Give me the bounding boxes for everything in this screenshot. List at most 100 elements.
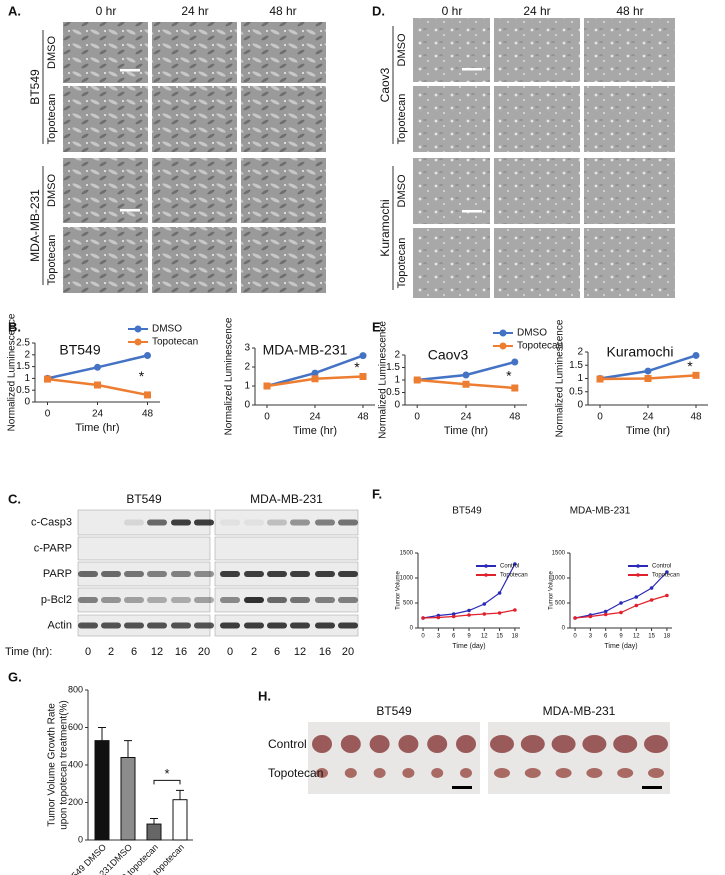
bar [120,757,136,841]
bar [172,799,188,841]
blot-band [315,519,335,526]
tumor-photo [308,722,480,794]
time-tick: 12 [294,646,306,658]
marker [634,603,639,608]
y-tick-label: 0 [244,400,250,411]
marker [649,598,654,602]
marker [462,371,470,379]
micrograph [152,22,237,83]
blot-band [267,622,287,629]
row-label: Topotecan [46,235,58,286]
y-axis-label: Normalized Luminescence [555,319,566,437]
blot-band [194,597,214,603]
marker [497,611,502,615]
marker [588,614,593,619]
y-tick-label: 2 [24,349,30,360]
annotation: * [164,766,169,781]
legend-label: Control [500,564,519,570]
row-label: Control [268,737,307,751]
micrograph [584,158,675,224]
tumor [344,768,357,778]
x-tick-label: 0 [421,634,425,640]
blot-band [290,622,310,629]
tumor [402,768,415,778]
panel-letter: D. [372,3,385,18]
scale-bar [462,210,482,213]
error-bar [150,817,158,825]
blot-band [290,571,310,577]
time-tick: 0 [227,646,233,658]
y-tick-label: 1.5 [386,362,400,373]
blot-band [124,571,144,577]
x-tick-label: 9 [619,634,623,640]
time-tick: 6 [274,646,280,658]
x-tick-label: 0 [264,412,270,423]
column-label: 24 hr [523,4,550,18]
tumor [520,735,545,753]
legend-label: Topotecan [500,573,528,579]
micrograph [63,22,148,83]
tumor [494,768,510,778]
bar [146,823,162,841]
marker [603,612,608,617]
marker [482,602,487,606]
y-axis-label: Normalized Luminescence [7,313,18,431]
panel-letter: B. [8,319,21,334]
legend-swatch [636,564,640,568]
blot-band [338,622,358,629]
marker [511,384,519,392]
x-tick-label: 15 [496,634,503,640]
x-tick-label: 3 [589,634,593,640]
panel-letter: G. [8,669,22,684]
marker [144,391,151,399]
blot-band [124,622,144,629]
y-tick-label: 600 [68,722,83,732]
y-tick-label: 200 [68,797,83,807]
marker [619,601,623,605]
marker [573,616,577,620]
blot-band [147,571,167,577]
x-axis-label: Time (day) [604,643,637,650]
marker [603,609,608,614]
y-tick-label: 800 [68,684,83,694]
marker [263,382,271,390]
time-label: Time (hr): [5,646,52,658]
marker [359,373,367,380]
tumor [551,735,576,753]
blot-band [290,597,310,603]
blot-band [194,622,214,629]
blot-band [267,519,287,526]
tumor [555,768,572,778]
y-tick-label: 0.5 [16,385,30,396]
blot-band [147,519,167,526]
tumor [524,768,541,778]
blot-band [78,571,98,577]
blot-band [220,597,240,603]
micrograph [584,18,675,82]
blot-band [78,622,98,629]
time-tick: 2 [108,646,114,658]
y-tick-label: 0 [24,397,30,408]
micrograph [494,18,580,82]
row-label: DMSO [46,174,58,207]
legend-swatch [134,325,142,333]
blot-band [171,622,191,629]
y-tick-label: 0 [562,626,566,632]
blot-band [101,571,121,577]
marker [413,376,421,384]
x-tick-label: 48 [690,412,702,423]
y-axis-label: Normalized Luminescence [378,321,389,439]
blot-band [147,597,167,603]
y-tick-label: 1.5 [569,360,583,371]
row-label: DMSO [396,174,408,207]
y-tick-label: 1 [394,375,400,386]
blot-band [315,571,335,577]
blot-band [244,597,264,603]
blot-band [220,571,240,577]
blot-band [78,597,98,603]
column-label: 24 hr [181,4,208,18]
error-bar [124,740,132,758]
error-bar [176,789,184,800]
blot-band [244,571,264,577]
y-tick-label: 2 [577,347,583,358]
